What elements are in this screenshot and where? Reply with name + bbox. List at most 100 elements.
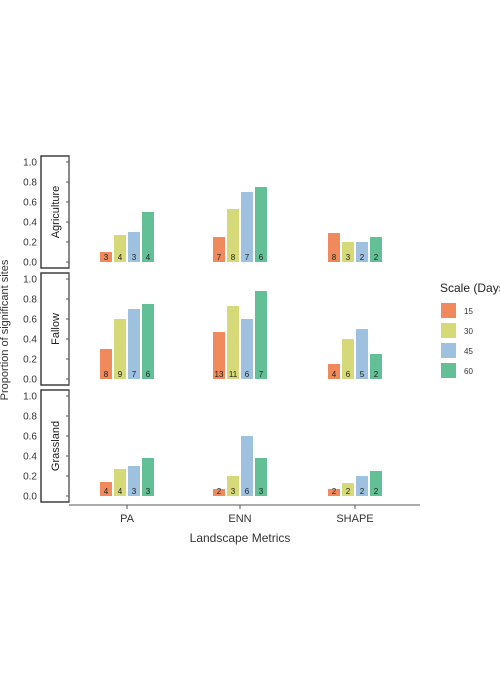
bar-count-label: 4 [146, 253, 151, 262]
bar-grassland-enn-60 [255, 458, 267, 496]
bar-agriculture-enn-15 [213, 237, 225, 262]
facet-strip-label: Agriculture [50, 186, 62, 239]
y-tick-label: 0.6 [23, 432, 37, 443]
x-tick-label: PA [120, 513, 135, 525]
bar-count-label: 7 [245, 253, 250, 262]
y-tick-label: 1.0 [23, 275, 37, 286]
bar-count-label: 2 [360, 253, 365, 262]
bar-fallow-pa-60 [142, 304, 154, 379]
facet-strip-label: Grassland [50, 421, 62, 471]
facet-strip-label: Fallow [50, 313, 62, 345]
bar-count-label: 3 [259, 487, 264, 496]
bar-agriculture-shape-15 [328, 233, 340, 262]
bar-count-label: 2 [374, 487, 379, 496]
bar-fallow-shape-30 [342, 339, 354, 379]
bar-count-label: 2 [360, 487, 365, 496]
y-tick-label: 1.0 [23, 158, 37, 169]
bar-count-label: 2 [374, 253, 379, 262]
bar-fallow-enn-60 [255, 291, 267, 379]
legend-label: 60 [464, 367, 473, 376]
bar-agriculture-enn-60 [255, 187, 267, 262]
bar-agriculture-pa-15 [100, 252, 112, 262]
legend-label: 30 [464, 327, 473, 336]
bar-count-label: 2 [217, 487, 222, 496]
bar-grassland-enn-45 [241, 436, 253, 496]
y-tick-label: 0.2 [23, 355, 37, 366]
bar-count-label: 7 [259, 370, 264, 379]
bar-count-label: 3 [146, 487, 151, 496]
bar-count-label: 9 [118, 370, 123, 379]
bar-count-label: 2 [346, 487, 351, 496]
bar-grassland-pa-60 [142, 458, 154, 496]
bar-grassland-enn-30 [227, 476, 239, 496]
bar-fallow-shape-60 [370, 354, 382, 379]
bar-fallow-enn-45 [241, 319, 253, 379]
legend-swatch-30 [441, 323, 456, 338]
bar-grassland-shape-45 [356, 476, 368, 496]
bar-agriculture-pa-60 [142, 212, 154, 262]
bar-agriculture-enn-45 [241, 192, 253, 262]
bar-agriculture-shape-60 [370, 237, 382, 262]
bar-fallow-shape-15 [328, 364, 340, 379]
bar-grassland-pa-15 [100, 482, 112, 496]
y-tick-label: 0.8 [23, 412, 37, 423]
legend-swatch-45 [441, 343, 456, 358]
y-tick-label: 0.8 [23, 295, 37, 306]
y-tick-label: 0.2 [23, 472, 37, 483]
bar-count-label: 6 [259, 253, 264, 262]
bar-count-label: 2 [374, 370, 379, 379]
bar-count-label: 3 [104, 253, 109, 262]
bar-agriculture-shape-30 [342, 242, 354, 262]
bar-fallow-enn-30 [227, 306, 239, 379]
bar-count-label: 8 [231, 253, 236, 262]
bar-count-label: 8 [104, 370, 109, 379]
y-tick-label: 0.4 [23, 218, 37, 229]
y-tick-label: 0.0 [23, 492, 37, 503]
bar-count-label: 8 [332, 253, 337, 262]
bar-count-label: 3 [231, 487, 236, 496]
bar-count-label: 4 [118, 487, 123, 496]
bar-count-label: 7 [217, 253, 222, 262]
bar-fallow-pa-15 [100, 349, 112, 379]
legend-title: Scale (Days) [440, 281, 500, 295]
y-tick-label: 0.8 [23, 178, 37, 189]
y-tick-label: 0.4 [23, 335, 37, 346]
bar-fallow-enn-15 [213, 332, 225, 379]
y-tick-label: 0.0 [23, 258, 37, 269]
bar-agriculture-pa-45 [128, 232, 140, 262]
y-tick-label: 0.2 [23, 238, 37, 249]
bar-fallow-shape-45 [356, 329, 368, 379]
bar-grassland-pa-30 [114, 469, 126, 496]
bar-agriculture-enn-30 [227, 209, 239, 262]
bar-count-label: 6 [346, 370, 351, 379]
bar-count-label: 6 [245, 487, 250, 496]
y-tick-label: 0.0 [23, 375, 37, 386]
bar-count-label: 3 [346, 253, 351, 262]
x-tick-label: ENN [228, 513, 251, 525]
y-tick-label: 1.0 [23, 392, 37, 403]
legend-label: 15 [464, 307, 473, 316]
legend-swatch-15 [441, 303, 456, 318]
bar-fallow-pa-30 [114, 319, 126, 379]
bar-count-label: 11 [229, 370, 238, 379]
bar-agriculture-pa-30 [114, 235, 126, 262]
y-tick-label: 0.4 [23, 452, 37, 463]
facet-strip [40, 155, 70, 269]
legend-label: 45 [464, 347, 473, 356]
y-tick-label: 0.6 [23, 198, 37, 209]
bar-count-label: 2 [332, 487, 337, 496]
bar-grassland-shape-60 [370, 471, 382, 496]
bar-count-label: 4 [104, 487, 109, 496]
facet-strip [40, 389, 70, 503]
legend-swatch-60 [441, 363, 456, 378]
bar-grassland-shape-15 [328, 489, 340, 496]
bar-count-label: 5 [360, 370, 365, 379]
bar-fallow-pa-45 [128, 309, 140, 379]
bar-count-label: 4 [118, 253, 123, 262]
x-axis: PA ENN SHAPE [69, 504, 420, 525]
bar-count-label: 7 [132, 370, 137, 379]
bar-count-label: 3 [132, 487, 137, 496]
